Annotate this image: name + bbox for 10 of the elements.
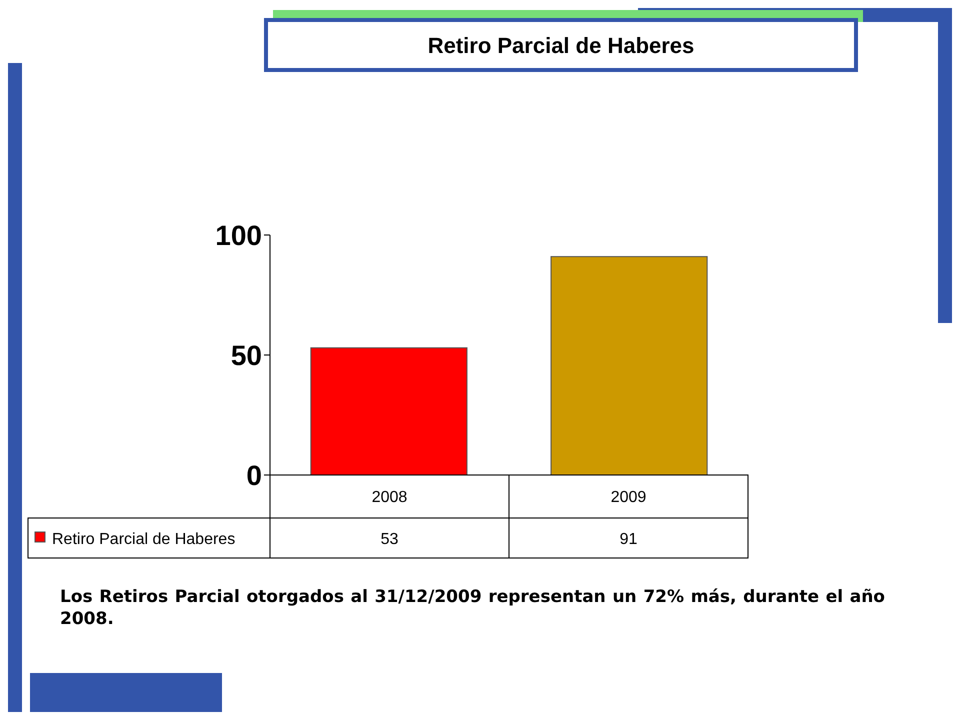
y-tick-label: 100 bbox=[215, 220, 262, 251]
text: Los Retiros Parcial otorgados al 31/12/2009 representan un 72% más, durante el año 2008. bbox=[60, 586, 885, 630]
y-tick-label: 0 bbox=[246, 460, 262, 491]
chart-title: Retiro Parcial de Haberes bbox=[428, 33, 694, 58]
x-tick-label: 2008 bbox=[372, 489, 408, 506]
legend-label: Retiro Parcial de Haberes bbox=[52, 531, 236, 548]
y-tick-label: 50 bbox=[230, 340, 262, 371]
x-tick-label: 2009 bbox=[610, 489, 646, 506]
data-label: 53 bbox=[380, 531, 398, 548]
data-label: 91 bbox=[620, 531, 638, 548]
